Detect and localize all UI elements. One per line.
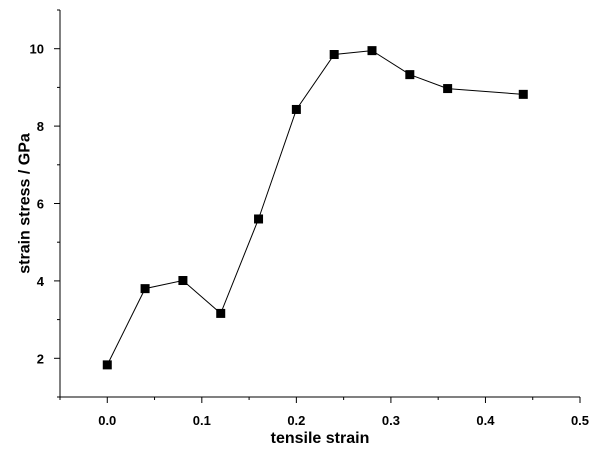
y-axis-ticks: 2 4 6 8 10 <box>30 9 60 398</box>
data-point <box>405 70 415 80</box>
data-point <box>291 104 301 114</box>
x-axis-title: tensile strain <box>271 430 370 447</box>
data-series <box>102 46 528 370</box>
x-tick-label: 0.2 <box>287 413 305 428</box>
data-point <box>518 89 528 99</box>
data-point <box>329 50 339 60</box>
x-axis-ticks: 0.0 0.1 0.2 0.3 0.4 0.5 <box>59 397 589 428</box>
y-tick-label: 2 <box>37 351 44 366</box>
data-point <box>140 284 150 294</box>
x-tick-label: 0.5 <box>571 413 589 428</box>
y-tick-label: 4 <box>37 274 45 289</box>
x-tick-label: 0.3 <box>382 413 400 428</box>
data-point <box>254 214 264 224</box>
series-line <box>106 50 524 366</box>
x-tick-label: 0.4 <box>476 413 495 428</box>
x-tick-label: 0.0 <box>98 413 116 428</box>
data-point <box>367 46 377 56</box>
y-tick-label: 10 <box>30 42 44 57</box>
data-point <box>102 360 112 370</box>
y-tick-label: 6 <box>37 197 44 212</box>
data-point <box>178 276 188 286</box>
data-point <box>443 84 453 94</box>
x-tick-label: 0.1 <box>193 413 211 428</box>
y-tick-label: 8 <box>37 119 44 134</box>
data-point <box>216 308 226 318</box>
y-axis-title: strain stress / GPa <box>17 133 34 274</box>
